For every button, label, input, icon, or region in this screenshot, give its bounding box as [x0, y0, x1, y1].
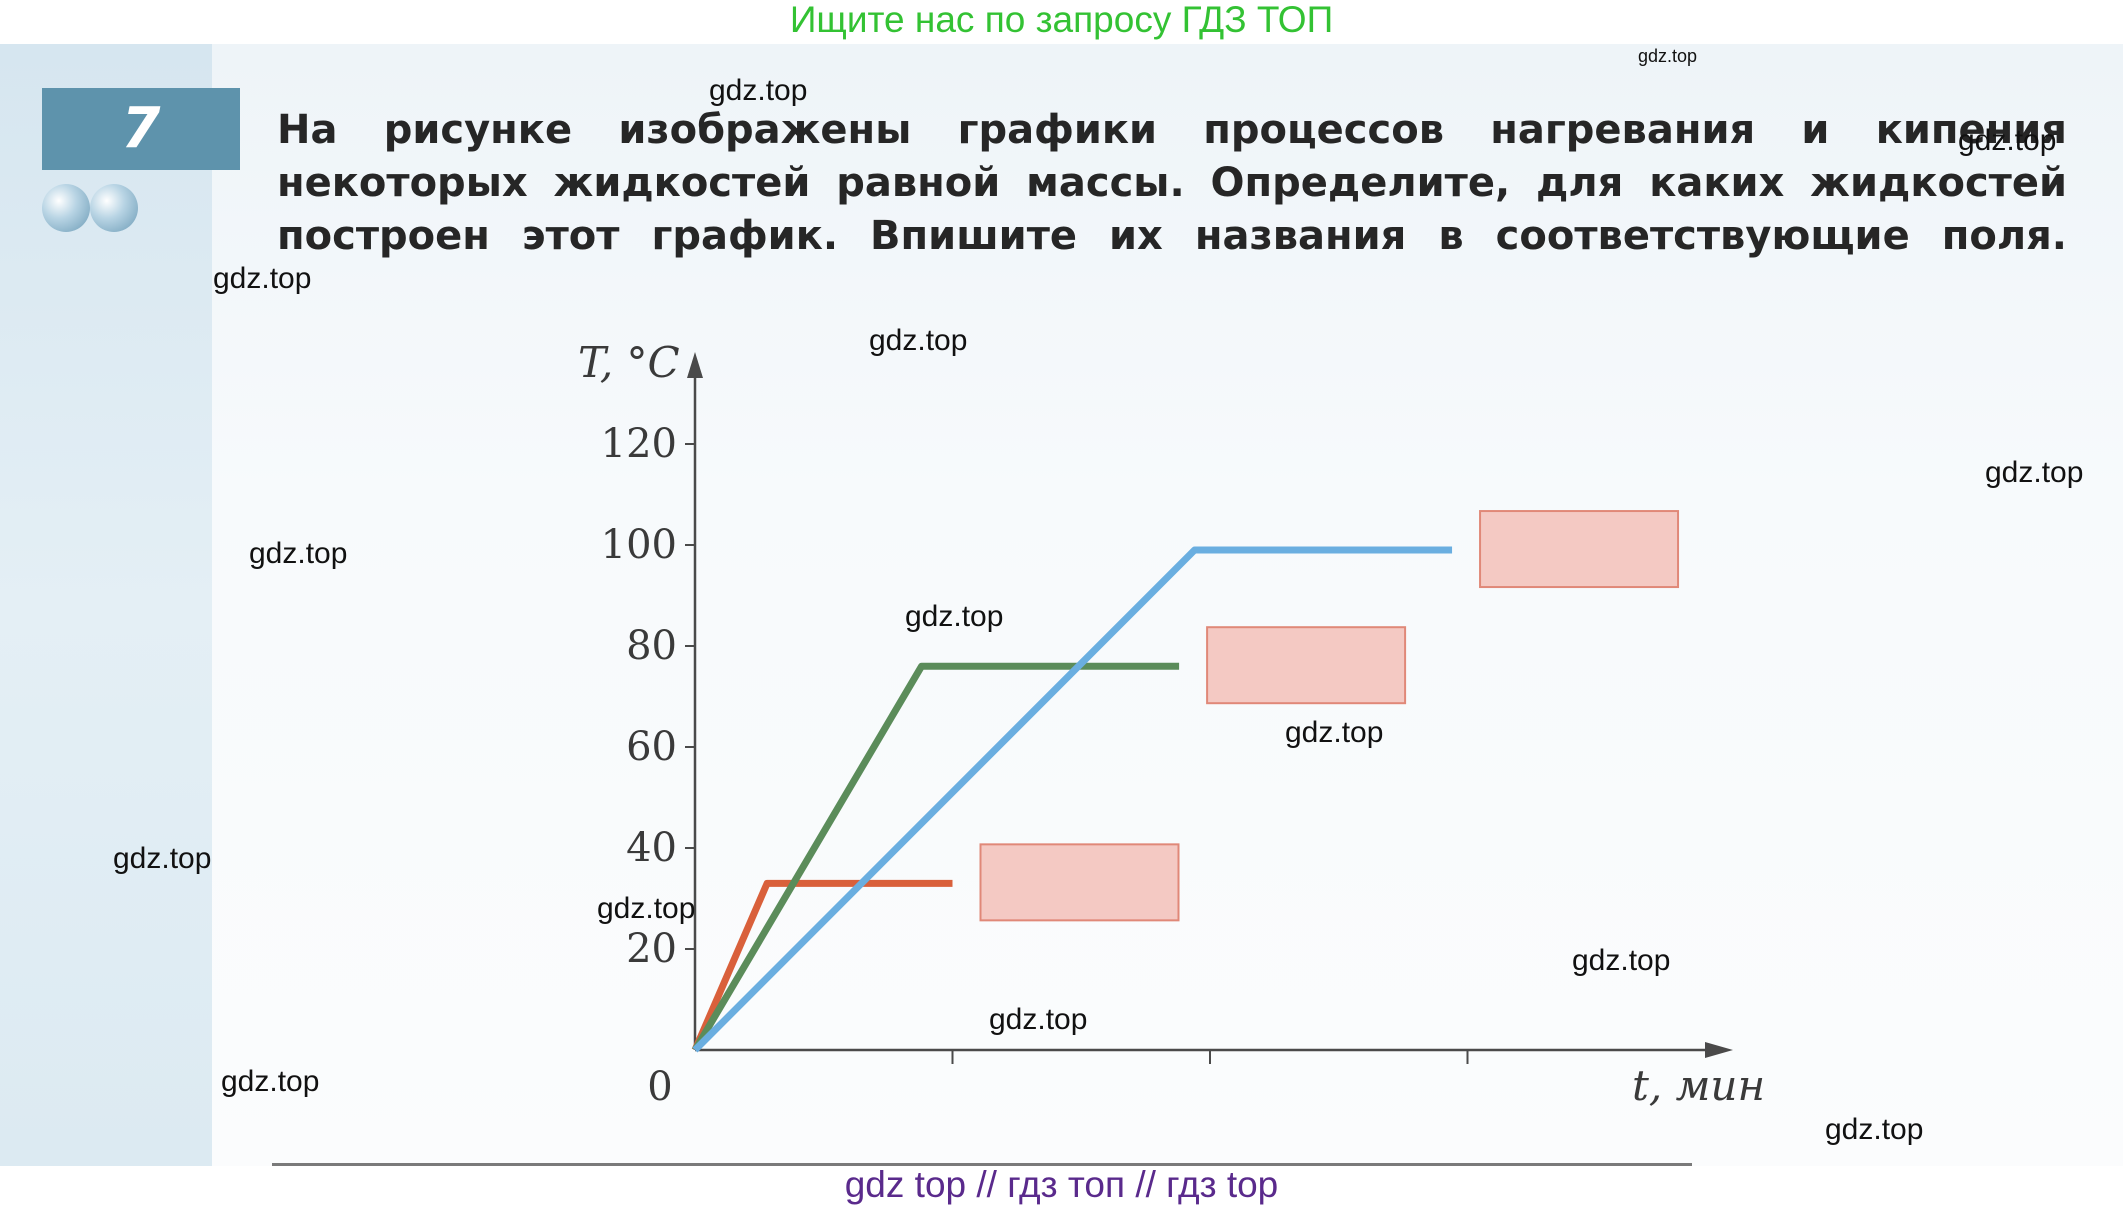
y-axis-arrow-icon: [687, 352, 703, 378]
answer-field[interactable]: [979, 843, 1180, 922]
series-line-2: [692, 546, 1453, 1053]
page-background: [0, 44, 2123, 1166]
answer-field[interactable]: [1479, 510, 1680, 589]
answer-field[interactable]: [1206, 626, 1407, 705]
x-axis-arrow-icon: [1705, 1042, 1733, 1058]
y-tick-label: 80: [626, 623, 677, 669]
watermark: gdz.top: [989, 1003, 1088, 1036]
y-tick-label: 120: [601, 421, 677, 467]
series-line-0: [691, 879, 953, 1052]
page-divider: [272, 1163, 1692, 1166]
watermark: gdz.top: [221, 1065, 320, 1098]
task-number: 7: [42, 88, 240, 170]
watermark: gdz.top: [905, 600, 1004, 633]
watermark: gdz.top: [249, 537, 348, 570]
watermark: gdz.top: [709, 74, 808, 107]
watermark: gdz.top: [1985, 456, 2084, 489]
left-margin-strip: [0, 44, 212, 1166]
task-text: На рисунке изображены графики процессов …: [277, 107, 2067, 259]
watermark: gdz.top: [597, 892, 696, 925]
watermark: gdz.top: [1572, 944, 1671, 977]
watermark: gdz.top: [1638, 46, 1698, 66]
y-axis-label: T, °C: [578, 338, 680, 387]
watermark: gdz.top: [1825, 1113, 1924, 1146]
x-axis-label: t, мин: [1632, 1061, 1765, 1110]
watermark: gdz.top: [1285, 716, 1384, 749]
watermark: gdz.top: [113, 842, 212, 875]
footer-links[interactable]: gdz top // гдз топ // гдз top: [0, 1166, 2123, 1211]
y-tick-label: 40: [626, 825, 677, 871]
watermark: gdz.top: [869, 324, 968, 357]
y-tick-label: 100: [601, 522, 677, 568]
watermark: gdz.top: [213, 262, 312, 295]
watermark: gdz.top: [1958, 124, 2057, 157]
origin-label: 0: [647, 1064, 672, 1110]
search-banner[interactable]: Ищите нас по запросу ГДЗ ТОП: [789, 0, 1334, 40]
y-tick-label: 60: [626, 724, 677, 770]
difficulty-dot-icon: [42, 184, 90, 232]
y-tick-label: 20: [626, 926, 677, 972]
difficulty-dot-icon: [90, 184, 138, 232]
series-line-1: [691, 662, 1180, 1052]
